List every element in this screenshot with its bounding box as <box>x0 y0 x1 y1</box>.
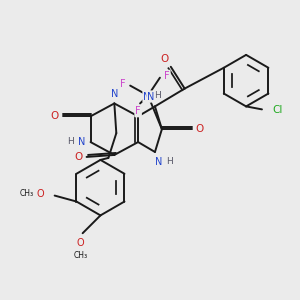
Text: F: F <box>164 71 170 81</box>
Text: O: O <box>74 152 83 162</box>
Text: CH₃: CH₃ <box>74 250 88 260</box>
Text: N: N <box>143 92 151 101</box>
Text: N: N <box>111 88 118 98</box>
Text: H: H <box>68 136 74 146</box>
Text: O: O <box>37 189 45 199</box>
Text: N: N <box>78 137 85 147</box>
Text: O: O <box>77 238 85 248</box>
Text: F: F <box>135 106 141 116</box>
Text: N: N <box>147 92 155 101</box>
Text: CH₃: CH₃ <box>20 189 34 198</box>
Text: H: H <box>167 158 173 166</box>
Text: O: O <box>161 54 169 64</box>
Text: H: H <box>154 91 161 100</box>
Text: F: F <box>120 79 126 88</box>
Text: O: O <box>51 111 59 121</box>
Text: Cl: Cl <box>273 105 283 116</box>
Text: N: N <box>155 157 163 167</box>
Text: O: O <box>195 124 204 134</box>
